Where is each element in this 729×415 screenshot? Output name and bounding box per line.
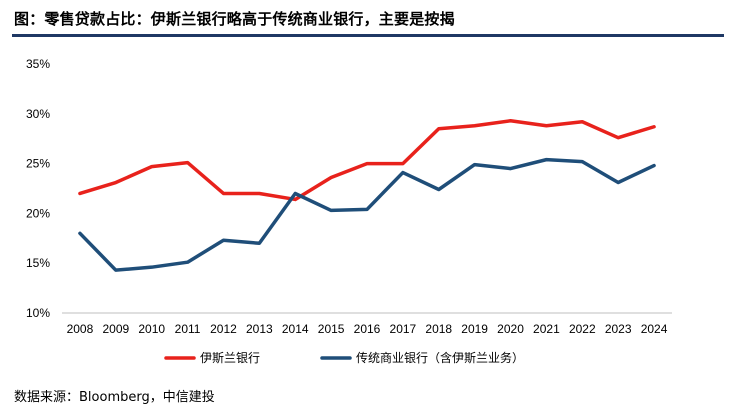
chart-title: 图：零售贷款占比：伊斯兰银行略高于传统商业银行，主要是按揭 — [14, 10, 455, 28]
x-tick-label: 2010 — [138, 322, 165, 336]
chart-series — [78, 119, 656, 272]
y-tick-label: 20% — [26, 206, 50, 220]
title-divider — [12, 34, 724, 37]
x-tick-label: 2021 — [533, 322, 560, 336]
x-tick-label: 2014 — [282, 322, 309, 336]
x-tick-label: 2016 — [354, 322, 381, 336]
x-tick-label: 2015 — [318, 322, 345, 336]
legend-label-1: 伊斯兰银行 — [200, 351, 260, 365]
x-tick-label: 2009 — [102, 322, 129, 336]
chart-legend: 伊斯兰银行 传统商业银行（含伊斯兰业务） — [164, 350, 524, 365]
series-line-2 — [78, 157, 656, 272]
y-tick-label: 25% — [26, 157, 50, 171]
x-tick-label: 2023 — [605, 322, 632, 336]
series-line-1 — [78, 119, 656, 202]
x-tick-label: 2008 — [67, 322, 94, 336]
legend-label-2: 传统商业银行（含伊斯兰业务） — [356, 350, 524, 365]
line-chart: 35% 30% 25% 20% 15% 10% 2008 2009 2010 2011 2012 20… — [26, 57, 672, 365]
x-tick-label: 2012 — [210, 322, 237, 336]
x-tick-label: 2022 — [569, 322, 596, 336]
y-tick-label: 35% — [26, 57, 50, 71]
x-tick-label: 2011 — [175, 322, 201, 336]
x-tick-label: 2013 — [246, 322, 273, 336]
x-tick-label: 2018 — [425, 322, 452, 336]
x-tick-label: 2017 — [390, 322, 417, 336]
y-tick-label: 10% — [26, 306, 50, 320]
x-tick-label: 2024 — [641, 322, 668, 336]
x-tick-label: 2019 — [461, 322, 488, 336]
y-tick-label: 30% — [26, 107, 50, 121]
source-note: 数据来源：Bloomberg，中信建投 — [14, 390, 215, 405]
y-tick-label: 15% — [26, 256, 50, 270]
chart-axes: 35% 30% 25% 20% 15% 10% 2008 2009 2010 2011 2012 20… — [26, 57, 672, 336]
x-tick-label: 2020 — [497, 322, 524, 336]
